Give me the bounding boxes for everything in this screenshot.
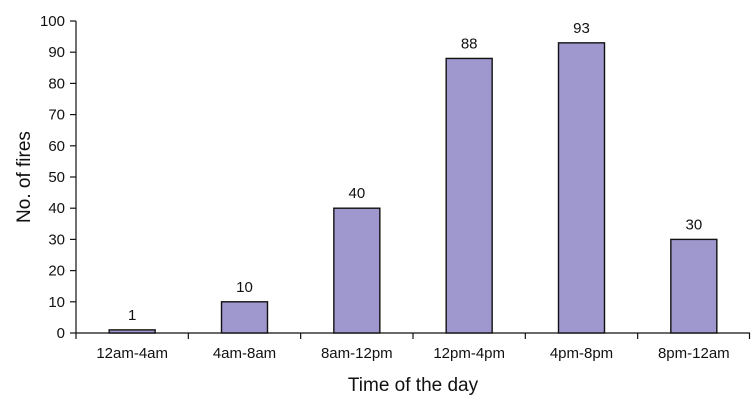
y-tick-label: 20 — [48, 263, 65, 280]
bar-12pm-4pm — [445, 57, 493, 334]
data-label: 1 — [128, 307, 136, 324]
data-label: 30 — [685, 216, 702, 233]
data-label: 93 — [573, 20, 590, 37]
x-tick-label: 12am-4am — [96, 345, 168, 362]
x-axis: 12am-4am 4am-8am 8am-12pm 12pm-4pm 4pm-8pm 8p… — [75, 332, 751, 362]
y-tick-label: 60 — [48, 138, 65, 155]
x-tick-label: 8am-12pm — [321, 345, 393, 362]
y-axis: 0 10 20 30 40 50 60 70 80 90 100 — [40, 13, 77, 342]
y-tick-label: 80 — [48, 75, 65, 92]
x-axis-title: Time of the day — [348, 375, 479, 396]
bar-12am-4am — [108, 329, 156, 334]
bar-series — [108, 42, 718, 334]
bar-8am-12pm — [333, 207, 381, 334]
y-tick-label: 70 — [48, 107, 65, 124]
data-label: 10 — [236, 279, 253, 296]
x-tick-label: 4am-8am — [213, 345, 276, 362]
x-tick-label: 12pm-4pm — [433, 345, 505, 362]
data-label: 40 — [348, 185, 365, 202]
y-axis-title: No. of fires — [14, 131, 35, 223]
bar-8pm-12am — [670, 238, 718, 334]
y-tick-label: 10 — [48, 294, 65, 311]
y-tick-label: 50 — [48, 169, 65, 186]
y-tick-label: 100 — [40, 13, 65, 30]
y-tick-label: 0 — [57, 325, 65, 342]
bar-4am-8am — [220, 301, 269, 334]
data-labels: 1 10 40 88 93 30 — [128, 20, 702, 324]
y-tick-label: 30 — [48, 231, 65, 248]
data-label: 88 — [461, 35, 478, 52]
y-tick-label: 90 — [48, 44, 65, 61]
x-tick-label: 8pm-12am — [658, 345, 730, 362]
x-tick-label: 4pm-8pm — [550, 345, 613, 362]
y-tick-label: 40 — [48, 200, 65, 217]
bar-4pm-8pm — [557, 42, 606, 334]
